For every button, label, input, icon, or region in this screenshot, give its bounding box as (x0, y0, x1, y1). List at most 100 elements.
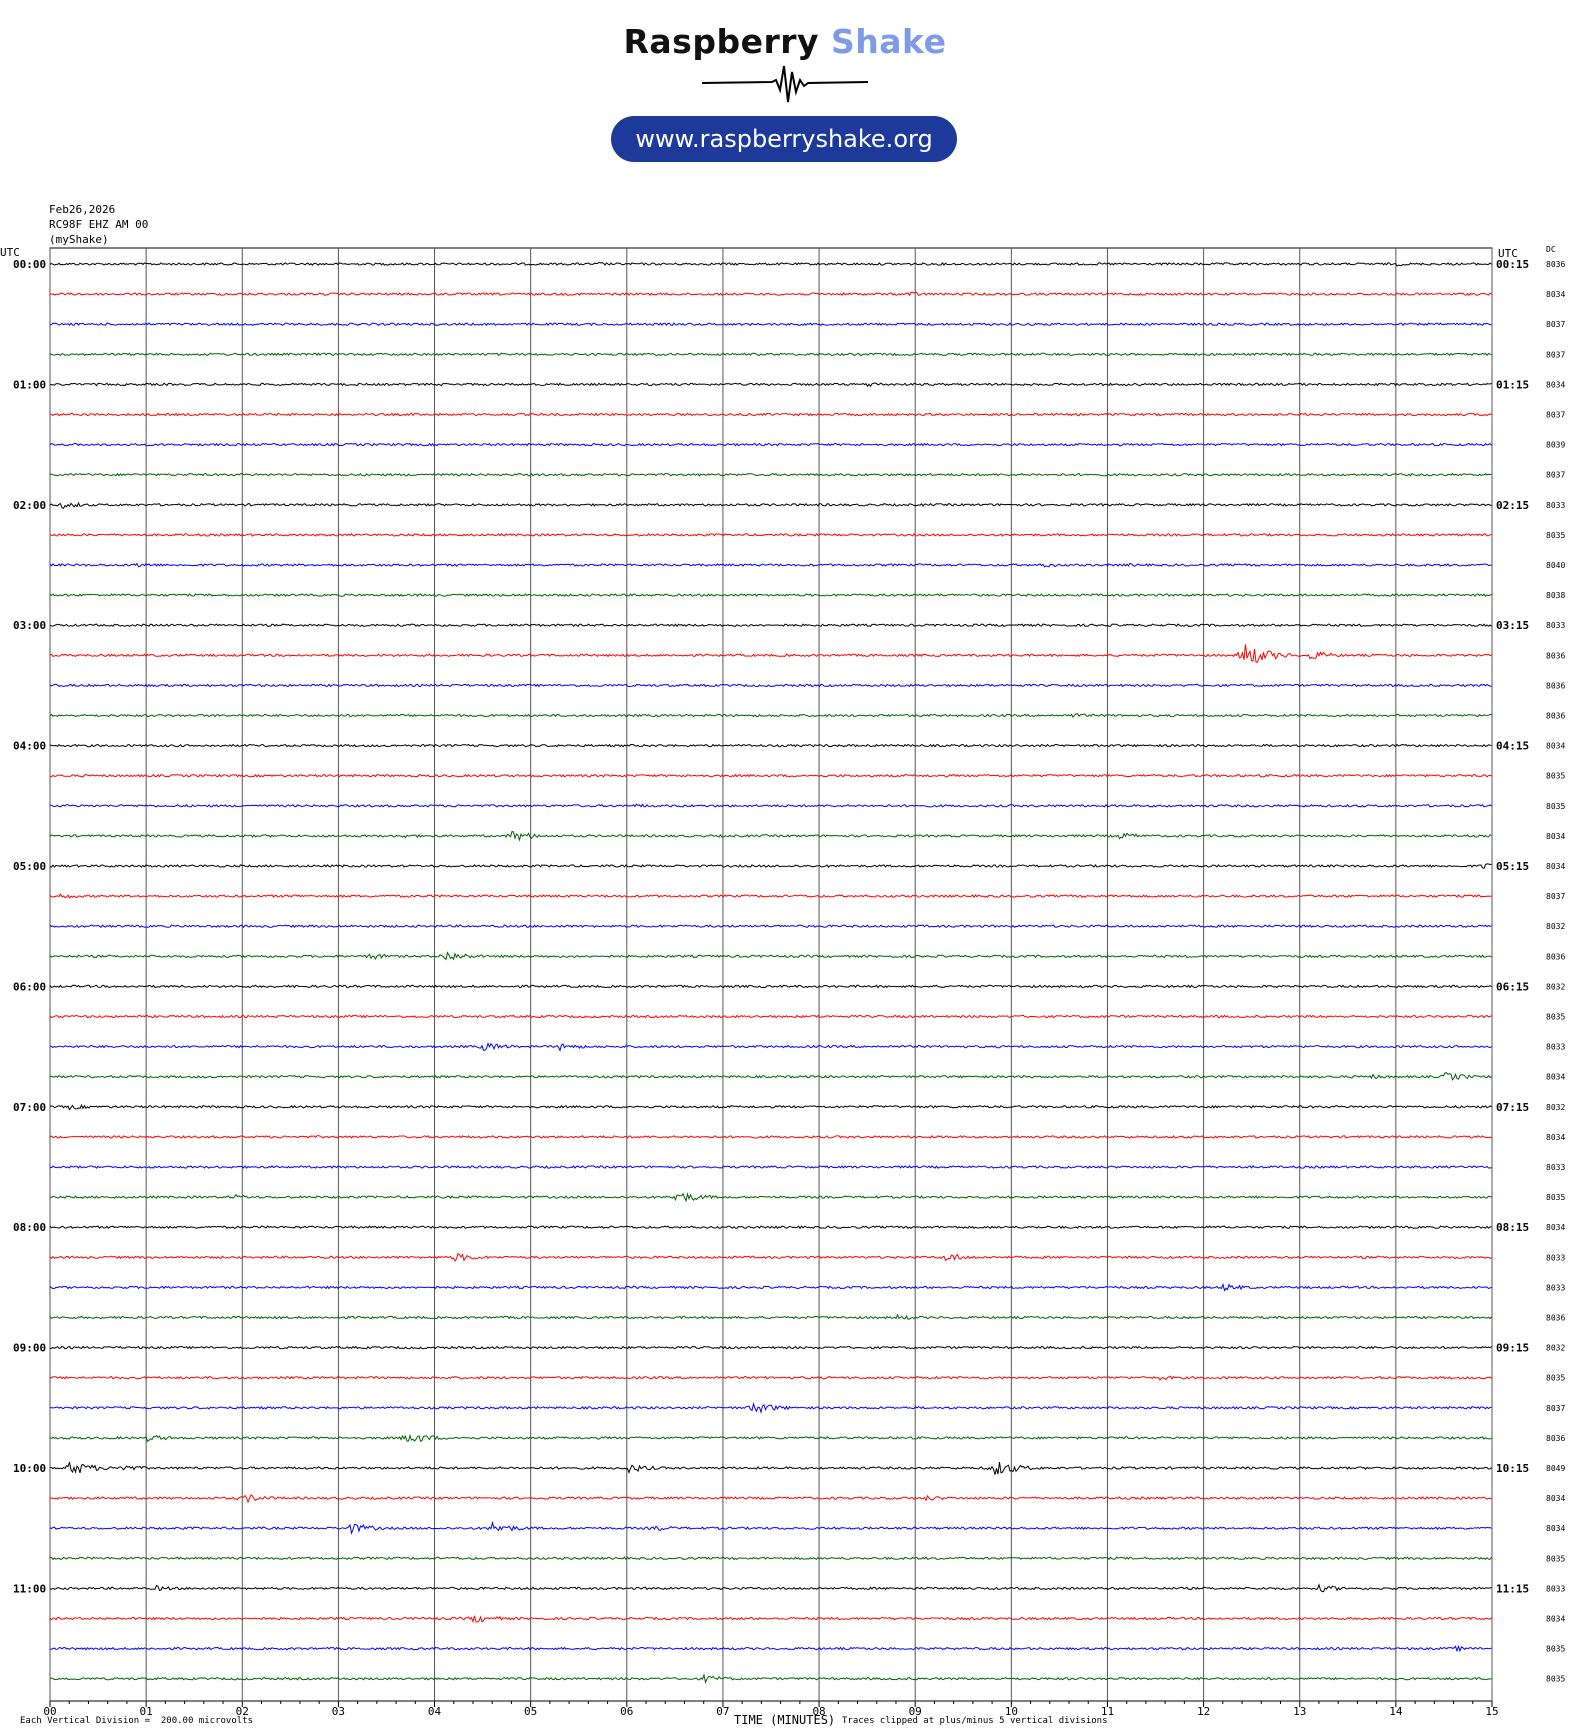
x-tick-label: 11 (1101, 1705, 1114, 1718)
dc-offset-label: 8035 (1546, 1675, 1565, 1684)
left-hour-label: 09:00 (13, 1342, 46, 1355)
dc-offset-label: 8038 (1546, 591, 1565, 600)
plot-grid (49, 247, 1493, 1707)
seismic-trace (50, 773, 1492, 778)
seismic-trace (49, 352, 1492, 357)
seismic-trace (49, 924, 1492, 929)
right-hour-label: 11:15 (1496, 1582, 1529, 1595)
left-hour-label: 02:00 (13, 499, 46, 512)
dc-offset-label: 8033 (1546, 501, 1565, 510)
seismic-trace (49, 1520, 1492, 1535)
seismic-trace (49, 644, 1492, 663)
left-hour-label: 07:00 (13, 1101, 46, 1114)
dc-offset-label: 8034 (1546, 290, 1565, 299)
seismic-trace (49, 501, 1492, 510)
dc-header-label: DC (1546, 245, 1556, 254)
left-hour-label: 03:00 (13, 619, 46, 632)
seismic-trace (49, 291, 1492, 297)
seismic-trace (49, 1433, 1492, 1443)
right-utc-label: UTC (1498, 247, 1518, 260)
dc-offset-label: 8039 (1546, 441, 1565, 450)
seismic-trace (49, 382, 1492, 388)
dc-offset-label: 8033 (1546, 1283, 1565, 1292)
trace-group (49, 261, 1492, 1684)
record-date: Feb26,2026 (49, 203, 116, 216)
x-tick-label: 14 (1389, 1705, 1403, 1718)
right-hour-label: 07:15 (1496, 1101, 1529, 1114)
x-tick-label: 07 (716, 1705, 729, 1718)
seismic-trace (49, 1041, 1492, 1052)
website-link[interactable]: www.raspberryshake.org (611, 116, 957, 162)
dc-offset-label: 8032 (1546, 1344, 1565, 1353)
seismic-trace (49, 532, 1492, 537)
dc-offset-label: 8034 (1546, 1133, 1565, 1142)
dc-offset-label: 8034 (1546, 862, 1565, 871)
seismic-trace (49, 743, 1492, 748)
dc-offset-label: 8036 (1546, 952, 1565, 961)
brand-name: Raspberry (623, 22, 820, 61)
dc-offset-label: 8035 (1546, 1554, 1565, 1563)
dc-offset-label: 8032 (1546, 1103, 1565, 1112)
right-hour-label: 09:15 (1496, 1342, 1529, 1355)
dc-offset-label: 8036 (1546, 651, 1565, 660)
left-hour-label: 08:00 (13, 1221, 46, 1234)
dc-offset-label: 8035 (1546, 802, 1565, 811)
x-tick-label: 01 (140, 1705, 153, 1718)
seismic-trace (49, 412, 1492, 417)
clip-note: Traces clipped at plus/minus 5 vertical … (842, 1716, 1108, 1726)
seismic-trace (49, 1615, 1492, 1624)
seismic-trace (49, 322, 1492, 327)
dc-offset-label: 8034 (1546, 1073, 1565, 1082)
x-tick-label: 06 (620, 1705, 633, 1718)
seismic-trace (49, 1165, 1492, 1169)
right-hour-label: 02:15 (1496, 499, 1529, 512)
dc-offset-label: 8037 (1546, 320, 1565, 329)
right-hour-label: 01:15 (1496, 378, 1529, 391)
seismic-trace (49, 1014, 1492, 1019)
dc-offset-label: 8035 (1546, 1013, 1565, 1022)
seismic-trace (49, 623, 1492, 628)
seismic-trace (49, 1673, 1492, 1684)
dc-offset-label: 8033 (1546, 1163, 1565, 1172)
network-name: (myShake) (49, 233, 109, 246)
seismic-trace (49, 803, 1492, 808)
dc-offset-label: 8033 (1546, 621, 1565, 630)
brand-accent: Shake (831, 22, 947, 61)
x-axis-title: TIME (MINUTES) (734, 1713, 836, 1727)
dc-offset-label: 8037 (1546, 350, 1565, 359)
x-tick-label: 02 (236, 1705, 249, 1718)
dc-offset-label: 8036 (1546, 681, 1565, 690)
dc-offset-label: 8033 (1546, 1043, 1565, 1052)
dc-offset-label: 8034 (1546, 832, 1565, 841)
right-hour-label: 10:15 (1496, 1462, 1529, 1475)
right-hour-label: 03:15 (1496, 619, 1529, 632)
x-tick-label: 05 (524, 1705, 537, 1718)
x-tick-label: 03 (332, 1705, 345, 1718)
left-hour-label: 01:00 (13, 378, 46, 391)
seismic-trace (49, 683, 1492, 688)
dc-offset-label: 8034 (1546, 1223, 1565, 1232)
left-hour-label: 05:00 (13, 860, 46, 873)
seismic-trace (49, 562, 1492, 568)
x-tick-label: 12 (1197, 1705, 1210, 1718)
seismic-trace (49, 1345, 1492, 1350)
dc-offset-label: 8032 (1546, 982, 1565, 991)
dc-offset-label: 8034 (1546, 742, 1565, 751)
x-tick-label: 15 (1485, 1705, 1498, 1718)
seismic-trace (50, 1644, 1492, 1653)
seismic-trace (49, 1282, 1492, 1292)
seismic-trace (49, 863, 1492, 869)
division-note: Each Vertical Division = 200.00 microvol… (20, 1716, 253, 1726)
dc-offset-label: 8035 (1546, 1193, 1565, 1202)
dc-offset-label: 8040 (1546, 561, 1565, 570)
seismic-trace (49, 1225, 1492, 1230)
station-channel: RC98F EHZ AM 00 (49, 218, 149, 231)
seismic-trace (49, 893, 1492, 899)
dc-offset-label: 8037 (1546, 892, 1565, 901)
dc-offset-label: 8036 (1546, 712, 1565, 721)
seismic-trace (49, 1134, 1492, 1139)
dc-offset-label: 8035 (1546, 531, 1565, 540)
left-hour-label: 00:00 (13, 258, 46, 271)
seismic-trace (49, 1556, 1492, 1561)
dc-offset-label: 8036 (1546, 1314, 1565, 1323)
